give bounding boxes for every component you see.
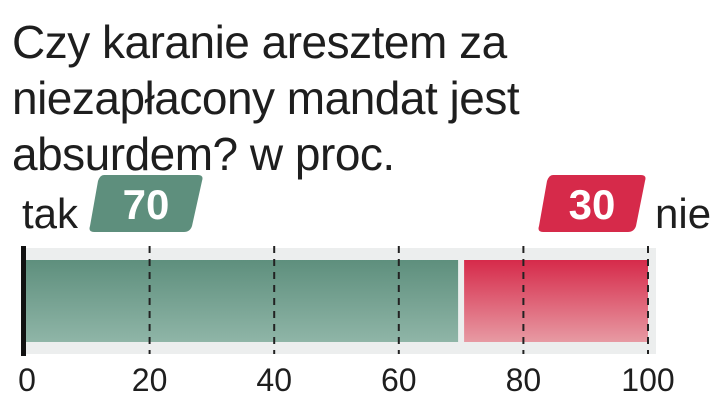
- tick-label: 100: [621, 362, 674, 398]
- series-label-tak: tak: [22, 190, 79, 237]
- tick-label: 60: [381, 362, 417, 398]
- bar-nie: [464, 260, 648, 342]
- value-badge-nie: [538, 175, 646, 232]
- value-label-nie: 30: [569, 181, 616, 228]
- value-badge-tak: [89, 175, 203, 232]
- bar-tak: [25, 260, 459, 342]
- value-label-tak: 70: [123, 181, 170, 228]
- chart-title: Czy karanie aresztem za niezapłacony man…: [12, 16, 520, 180]
- tick-label: 80: [506, 362, 542, 398]
- tick-label: 40: [256, 362, 292, 398]
- series-label-nie: nie: [655, 190, 711, 237]
- tick-label: 20: [132, 362, 168, 398]
- axis-line: [21, 246, 26, 356]
- tick-label: 0: [18, 362, 36, 398]
